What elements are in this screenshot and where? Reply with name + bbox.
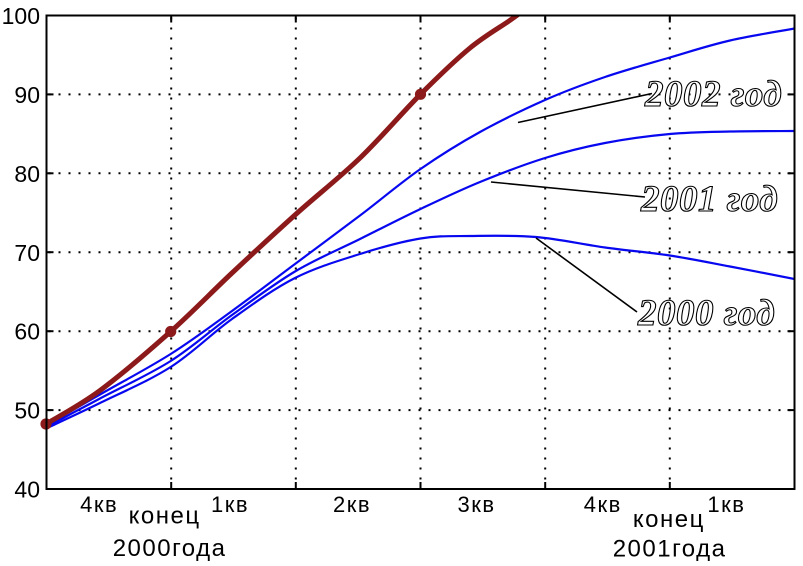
svg-text:70: 70 [14, 240, 40, 266]
svg-text:конец: конец [633, 506, 705, 533]
svg-text:2000года: 2000года [113, 535, 227, 561]
svg-text:2001года: 2001года [613, 535, 727, 561]
svg-text:60: 60 [14, 319, 40, 345]
svg-text:2кв: 2кв [333, 492, 371, 517]
svg-text:2002 год: 2002 год [644, 74, 782, 115]
svg-text:конец: конец [129, 503, 201, 530]
svg-text:1кв: 1кв [707, 492, 745, 517]
svg-text:4кв: 4кв [584, 492, 622, 517]
svg-text:1кв: 1кв [211, 492, 249, 517]
svg-text:100: 100 [2, 3, 40, 29]
svg-text:80: 80 [14, 161, 40, 187]
svg-text:2000 год: 2000 год [637, 293, 775, 334]
svg-text:2001 год: 2001 год [640, 179, 778, 220]
svg-text:4кв: 4кв [80, 492, 118, 517]
svg-text:3кв: 3кв [457, 492, 495, 517]
svg-text:50: 50 [14, 398, 40, 424]
svg-text:40: 40 [14, 477, 40, 503]
svg-text:90: 90 [14, 82, 40, 108]
